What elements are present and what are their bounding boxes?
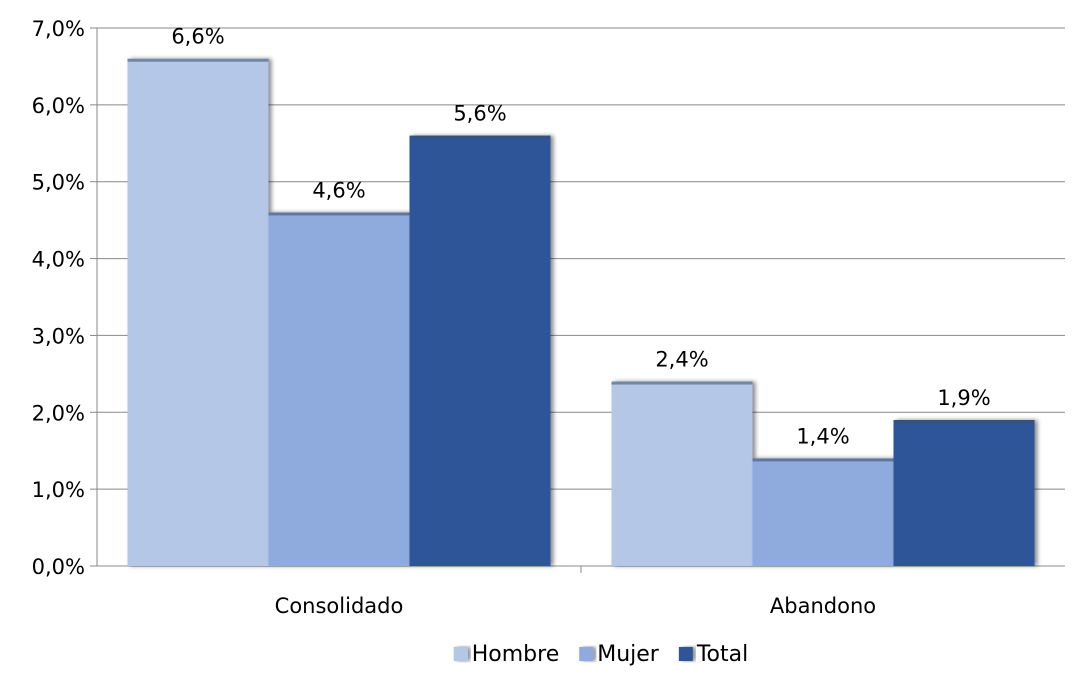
bar-top-edge (127, 58, 269, 62)
legend-item-hombre: Hombre (453, 642, 560, 667)
bar-total-abandono (893, 419, 1035, 566)
data-label: 1,9% (937, 386, 990, 410)
y-tick-label: 0,0% (32, 555, 85, 579)
bar-top-edge (752, 458, 894, 462)
legend-item-mujer: Mujer (579, 642, 660, 667)
bar-mujer-consolidado (268, 212, 410, 566)
legend-swatch (579, 647, 594, 661)
y-tick-label: 4,0% (32, 248, 85, 272)
data-label: 2,4% (655, 348, 708, 372)
y-tick-label: 6,0% (32, 94, 85, 118)
bars (127, 58, 1035, 566)
bar-hombre-consolidado (127, 58, 269, 566)
bar-top-edge (893, 419, 1035, 423)
legend-label: Total (696, 642, 748, 667)
y-tick-label: 5,0% (32, 171, 85, 195)
data-label: 5,6% (453, 102, 506, 126)
bar-top-edge (268, 212, 410, 216)
x-category-label: Consolidado (275, 594, 404, 618)
legend-label: Hombre (472, 642, 560, 667)
labels: 6,6% 4,6% 5,6% 2,4% 1,4% 1,9% (171, 25, 990, 449)
bar-mujer-abandono (752, 458, 894, 566)
y-tick-label: 3,0% (32, 324, 85, 348)
legend-label: Mujer (597, 642, 660, 667)
legend: Hombre Mujer Total (453, 642, 748, 667)
legend-item-total: Total (678, 642, 748, 667)
bar-top-edge (409, 135, 551, 139)
legend-swatch (453, 647, 468, 661)
y-tick-label: 1,0% (32, 478, 85, 502)
bar-total-consolidado (409, 135, 551, 566)
x-category-label: Abandono (770, 594, 876, 618)
data-label: 6,6% (171, 25, 224, 49)
data-label: 1,4% (796, 424, 849, 448)
y-tick-label: 7,0% (32, 17, 85, 41)
y-tick-label: 2,0% (32, 401, 85, 425)
legend-swatch (678, 647, 693, 661)
bar-hombre-abandono (611, 381, 753, 566)
data-label: 4,6% (312, 178, 365, 202)
bar-top-edge (611, 381, 753, 385)
